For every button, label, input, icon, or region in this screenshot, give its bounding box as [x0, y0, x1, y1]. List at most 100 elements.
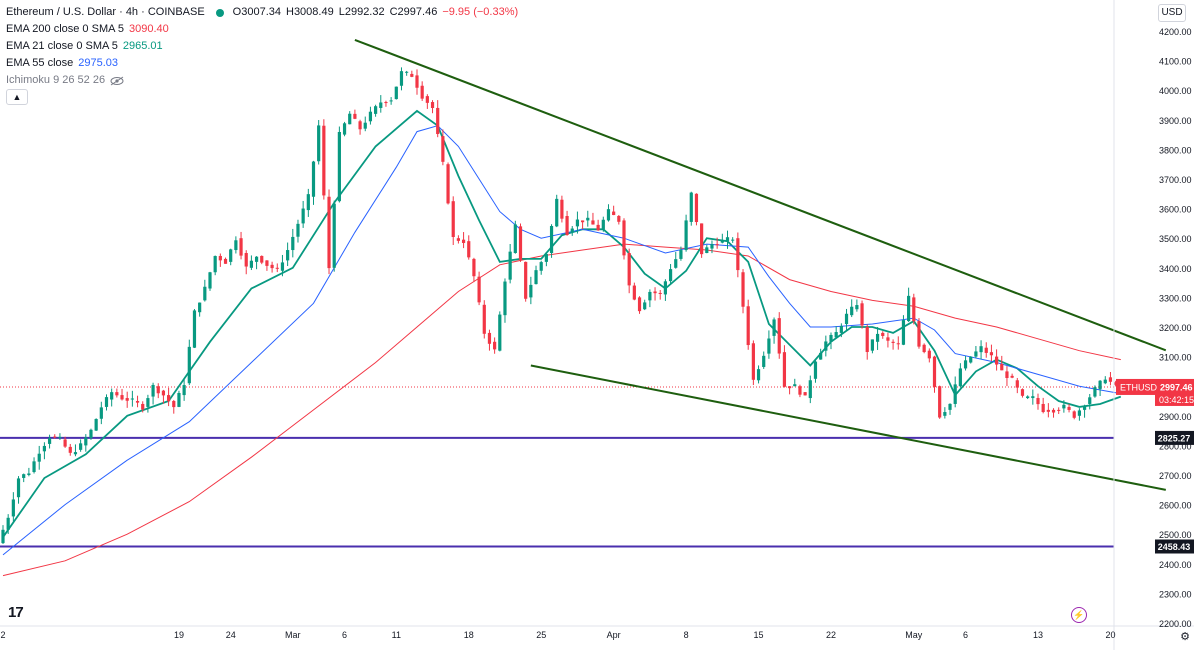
- candle-body[interactable]: [27, 473, 31, 475]
- candle-body[interactable]: [824, 341, 828, 351]
- candle-body[interactable]: [808, 380, 812, 399]
- candle-body[interactable]: [989, 352, 994, 356]
- candle-body[interactable]: [493, 341, 497, 350]
- indicator-ema55[interactable]: EMA 55 close 2975.03: [6, 55, 518, 72]
- candle-body[interactable]: [430, 102, 435, 109]
- candle-body[interactable]: [881, 332, 885, 336]
- candle-body[interactable]: [751, 343, 755, 380]
- candle-body[interactable]: [762, 355, 766, 367]
- candle-body[interactable]: [777, 318, 781, 354]
- candle-body[interactable]: [658, 292, 662, 294]
- candle-body[interactable]: [177, 392, 181, 407]
- indicator-ema200[interactable]: EMA 200 close 0 SMA 5 3090.40: [6, 21, 518, 38]
- candle-body[interactable]: [161, 390, 166, 396]
- candle-body[interactable]: [591, 220, 595, 225]
- candle-body[interactable]: [89, 429, 93, 438]
- candle-body[interactable]: [115, 392, 119, 396]
- candle-body[interactable]: [291, 236, 295, 251]
- candle-body[interactable]: [575, 219, 580, 227]
- candle-body[interactable]: [451, 201, 455, 238]
- candle-body[interactable]: [467, 241, 471, 258]
- indicator-ichimoku[interactable]: Ichimoku 9 26 52 26: [6, 72, 518, 89]
- candle-body[interactable]: [187, 346, 191, 384]
- candle-body[interactable]: [151, 384, 155, 397]
- symbol-row[interactable]: Ethereum / U.S. Dollar · 4h · COINBASE O…: [6, 4, 518, 21]
- settings-gear-icon[interactable]: ⚙: [1180, 631, 1190, 643]
- candle-body[interactable]: [725, 237, 730, 242]
- candle-body[interactable]: [565, 216, 569, 235]
- candle-body[interactable]: [415, 75, 419, 88]
- candle-body[interactable]: [6, 517, 10, 530]
- candle-body[interactable]: [829, 334, 833, 342]
- candle-body[interactable]: [42, 445, 46, 452]
- candle-body[interactable]: [84, 437, 88, 446]
- candle-body[interactable]: [218, 255, 222, 261]
- candle-body[interactable]: [1093, 387, 1097, 397]
- candle-body[interactable]: [1015, 380, 1019, 388]
- candle-body[interactable]: [1026, 396, 1030, 399]
- candle-body[interactable]: [1005, 371, 1009, 378]
- candle-body[interactable]: [249, 260, 253, 268]
- candle-body[interactable]: [653, 291, 657, 294]
- candle-body[interactable]: [53, 436, 57, 438]
- candle-body[interactable]: [472, 258, 476, 277]
- candle-body[interactable]: [58, 436, 62, 438]
- candle-body[interactable]: [943, 412, 947, 416]
- candle-body[interactable]: [932, 356, 937, 388]
- candle-body[interactable]: [513, 224, 517, 253]
- candle-body[interactable]: [715, 244, 719, 246]
- candle-body[interactable]: [581, 220, 585, 223]
- candle-body[interactable]: [348, 113, 352, 125]
- candle-body[interactable]: [1072, 411, 1076, 418]
- candle-body[interactable]: [782, 352, 787, 387]
- candle-body[interactable]: [601, 219, 605, 230]
- candle-body[interactable]: [16, 478, 21, 498]
- candle-body[interactable]: [912, 297, 916, 322]
- candle-body[interactable]: [1041, 403, 1045, 413]
- candle-body[interactable]: [544, 254, 548, 262]
- candle-body[interactable]: [570, 228, 574, 233]
- candle-body[interactable]: [648, 291, 652, 301]
- candle-body[interactable]: [99, 407, 103, 419]
- candle-body[interactable]: [322, 125, 326, 196]
- candle-body[interactable]: [1031, 396, 1035, 399]
- candle-body[interactable]: [875, 333, 880, 342]
- symbol-title[interactable]: Ethereum / U.S. Dollar · 4h · COINBASE: [6, 6, 205, 18]
- candle-body[interactable]: [917, 321, 921, 347]
- eye-hidden-icon[interactable]: [110, 76, 124, 86]
- candle-body[interactable]: [456, 238, 460, 241]
- candle-body[interactable]: [379, 102, 383, 108]
- candle-body[interactable]: [518, 226, 523, 260]
- candle-body[interactable]: [1114, 382, 1118, 385]
- candle-body[interactable]: [425, 96, 429, 103]
- series-line-1[interactable]: [2, 109, 1122, 538]
- candle-body[interactable]: [622, 220, 626, 256]
- candle-body[interactable]: [1082, 406, 1087, 410]
- candle-body[interactable]: [192, 310, 197, 348]
- candle-body[interactable]: [260, 255, 264, 263]
- candle-body[interactable]: [1062, 404, 1066, 409]
- candle-body[interactable]: [1000, 364, 1004, 371]
- candle-body[interactable]: [275, 267, 279, 269]
- candle-body[interactable]: [1051, 409, 1056, 413]
- candle-body[interactable]: [684, 220, 688, 251]
- candle-body[interactable]: [922, 344, 926, 353]
- candle-body[interactable]: [710, 244, 714, 249]
- candle-body[interactable]: [663, 281, 667, 295]
- candle-body[interactable]: [694, 193, 699, 223]
- collapse-legend-button[interactable]: ▲: [6, 89, 28, 105]
- candle-body[interactable]: [927, 350, 931, 359]
- candle-body[interactable]: [270, 264, 274, 269]
- candle-body[interactable]: [953, 384, 957, 404]
- candle-body[interactable]: [819, 352, 823, 360]
- candle-body[interactable]: [668, 269, 673, 282]
- candle-body[interactable]: [534, 270, 538, 285]
- candle-body[interactable]: [958, 368, 962, 387]
- candle-body[interactable]: [855, 305, 859, 310]
- candle-body[interactable]: [891, 341, 895, 343]
- candle-body[interactable]: [73, 452, 78, 455]
- candle-body[interactable]: [286, 250, 290, 261]
- indicator-ema21[interactable]: EMA 21 close 0 SMA 5 2965.01: [6, 38, 518, 55]
- currency-selector[interactable]: USD: [1158, 4, 1186, 22]
- candle-body[interactable]: [172, 401, 176, 408]
